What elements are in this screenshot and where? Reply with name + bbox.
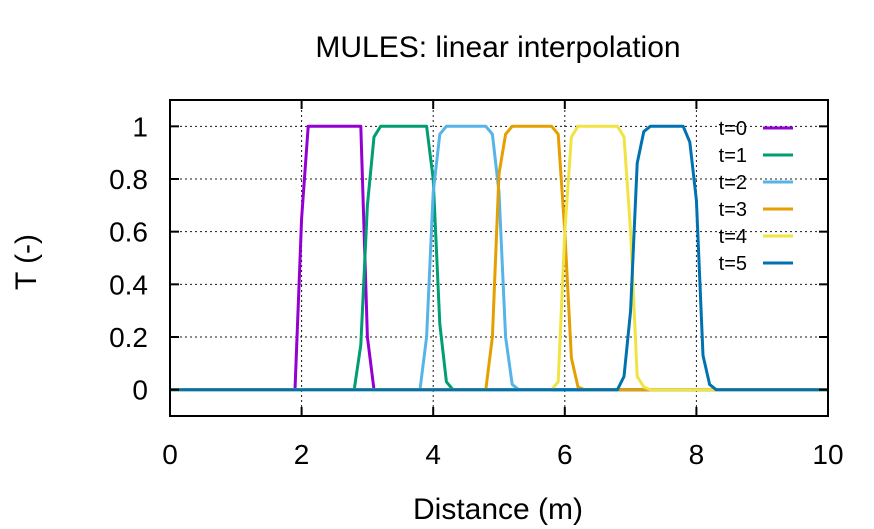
- series-lines: [170, 124, 828, 392]
- series-line-t-5: [170, 124, 828, 392]
- x-tick-label: 0: [162, 439, 178, 470]
- series-line-t-4: [170, 124, 828, 392]
- x-tick-label: 6: [557, 439, 573, 470]
- series-line-t-3: [170, 124, 828, 392]
- legend-label: t=4: [719, 226, 747, 248]
- series-line-t-1: [170, 124, 828, 392]
- y-tick-label: 1: [132, 111, 148, 142]
- legend-label: t=5: [719, 253, 747, 275]
- legend-label: t=0: [719, 118, 747, 140]
- y-tick-label: 0: [132, 375, 148, 406]
- x-tick-label: 8: [689, 439, 705, 470]
- x-axis-label: Distance (m): [413, 493, 583, 526]
- legend-label: t=3: [719, 199, 747, 221]
- series-line-t-0: [170, 124, 828, 392]
- chart-title: MULES: linear interpolation: [315, 31, 680, 64]
- axis-ticks: [169, 100, 829, 416]
- x-tick-label: 4: [425, 439, 441, 470]
- x-tick-labels: 0 2 4 6 8 10: [162, 439, 843, 470]
- legend-label: t=1: [719, 145, 747, 167]
- y-tick-label: 0.8: [109, 164, 148, 195]
- y-tick-label: 0.2: [109, 322, 148, 353]
- legend: t=0 t=1 t=2 t=3 t=4 t=5: [719, 118, 793, 275]
- y-tick-label: 0.4: [109, 269, 148, 300]
- x-tick-label: 2: [294, 439, 310, 470]
- legend-label: t=2: [719, 172, 747, 194]
- series-line-t-2: [170, 124, 828, 392]
- y-tick-label: 0.6: [109, 217, 148, 248]
- y-tick-labels: 0 0.2 0.4 0.6 0.8 1: [109, 111, 148, 405]
- plot-frame: [169, 99, 829, 417]
- x-tick-label: 10: [812, 439, 843, 470]
- y-axis-label: T (-): [10, 234, 43, 290]
